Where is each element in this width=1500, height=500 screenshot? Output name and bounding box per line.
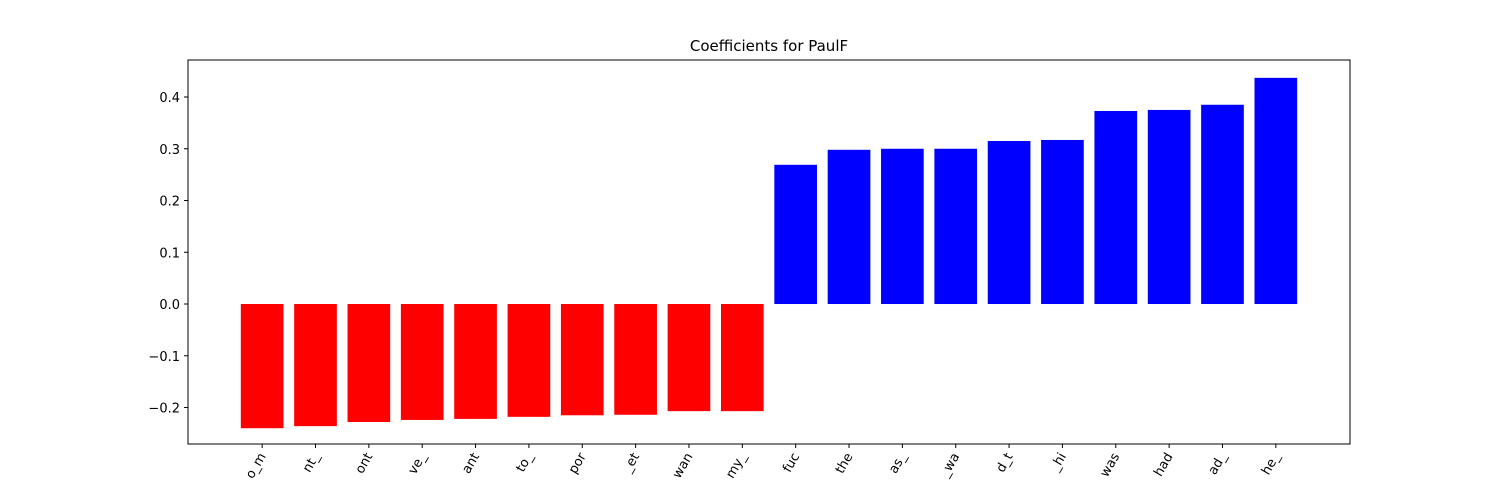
y-tick-label: 0.3 [159, 143, 180, 158]
bar [987, 140, 1031, 305]
bar [1094, 110, 1138, 305]
chart-title: Coefficients for PaulF [690, 37, 848, 55]
bar [934, 148, 978, 305]
bar [240, 304, 284, 429]
bar [507, 304, 551, 417]
y-tick-label: 0.4 [159, 91, 180, 106]
bar [614, 304, 657, 415]
bar [720, 304, 764, 412]
bar [454, 304, 497, 419]
bar [1041, 139, 1084, 305]
y-tick-label: 0.1 [159, 246, 180, 261]
bar [1254, 77, 1298, 305]
plot-frame [187, 59, 1351, 445]
bar [560, 304, 604, 416]
y-tick-label: 0.0 [159, 298, 180, 313]
y-tick-label: −0.1 [148, 350, 180, 365]
y-tick-label: −0.2 [148, 402, 180, 417]
bar [347, 304, 391, 423]
bar [774, 164, 818, 305]
bar [400, 304, 444, 420]
bar [827, 149, 871, 305]
bar [294, 304, 337, 427]
bar [1201, 104, 1244, 305]
bar [881, 148, 924, 305]
y-tick-label: 0.2 [159, 195, 180, 210]
bar [1147, 109, 1191, 305]
bar [667, 304, 711, 412]
